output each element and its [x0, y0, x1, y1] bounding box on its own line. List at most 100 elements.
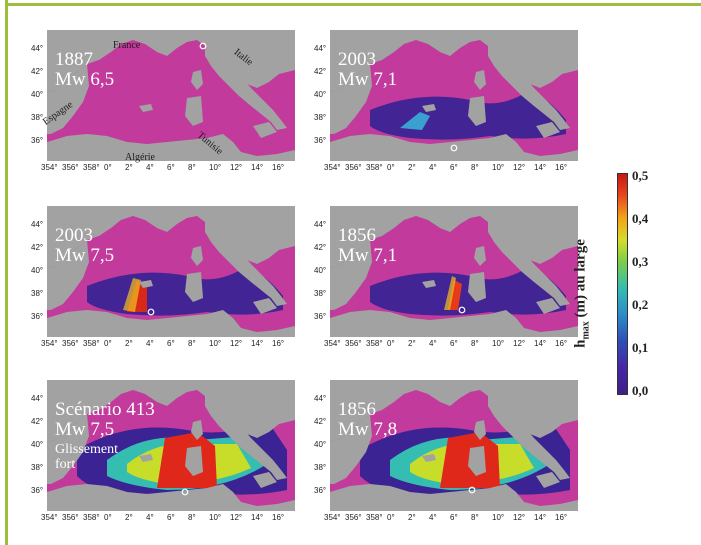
latitude-tick: 40°	[314, 90, 327, 99]
panel-event-label: 1887	[55, 49, 93, 70]
longitude-tick: 4°	[146, 163, 154, 172]
longitude-tick: 0°	[387, 513, 395, 522]
latitude-tick: 44°	[31, 44, 44, 53]
longitude-tick: 6°	[450, 163, 458, 172]
longitude-tick: 2°	[408, 513, 416, 522]
panel-title: 2003 Mw 7,1	[338, 50, 397, 90]
colorbar-tick: 0,1	[632, 340, 649, 355]
latitude-tick: 40°	[31, 266, 44, 275]
longitude-tick: 2°	[125, 163, 133, 172]
longitude-tick: 0°	[104, 513, 112, 522]
longitude-tick: 14°	[251, 163, 264, 172]
latitude-tick: 42°	[31, 243, 44, 252]
longitude-tick: 0°	[104, 163, 112, 172]
longitude-tick: 12°	[230, 513, 243, 522]
longitude-tick: 10°	[492, 163, 505, 172]
longitude-tick: 356°	[345, 339, 362, 348]
longitude-tick: 356°	[62, 339, 79, 348]
longitude-tick: 10°	[209, 163, 222, 172]
longitude-tick: 12°	[513, 513, 526, 522]
longitude-tick: 356°	[62, 163, 79, 172]
longitude-tick: 14°	[251, 513, 264, 522]
longitude-tick: 8°	[188, 513, 196, 522]
panel-title: 1856 Mw 7,8	[338, 400, 397, 440]
panel-magnitude-label: Mw 7,8	[338, 419, 398, 440]
longitude-tick: 354°	[41, 513, 58, 522]
country-label-algerie: Algérie	[125, 152, 155, 163]
longitude-tick: 0°	[387, 339, 395, 348]
longitude-tick: 356°	[345, 513, 362, 522]
map-image	[47, 206, 295, 337]
longitude-tick: 0°	[104, 339, 112, 348]
map-panel: 1856 Mw 7,1 44° 42° 40° 38° 36° 354° 356° 358° 0° 2…	[314, 206, 578, 348]
latitude-tick: 38°	[314, 463, 327, 472]
latitude-tick: 36°	[314, 486, 327, 495]
longitude-tick: 354°	[324, 513, 341, 522]
longitude-tick: 16°	[272, 163, 285, 172]
latitude-tick: 38°	[31, 289, 44, 298]
longitude-tick: 16°	[555, 339, 568, 348]
longitude-tick: 4°	[146, 339, 154, 348]
longitude-tick: 356°	[345, 163, 362, 172]
longitude-tick: 358°	[83, 339, 100, 348]
latitude-tick: 38°	[31, 113, 44, 122]
longitude-tick: 354°	[324, 163, 341, 172]
panel-event-label: Scénario 413	[55, 399, 155, 420]
panel-event-label: 1856	[338, 225, 376, 246]
longitude-tick: 8°	[471, 163, 479, 172]
longitude-tick: 16°	[555, 513, 568, 522]
map-panel: 2003 Mw 7,1 44° 42° 40° 38° 36° 354° 356° 358° 0° 2…	[314, 30, 578, 172]
panel-magnitude-label: Mw 6,5	[55, 69, 115, 90]
longitude-tick: 10°	[492, 513, 505, 522]
map-panel: 2003 Mw 7,5 44° 42° 40° 38° 36° 354° 356° 358° 0° 2…	[31, 206, 295, 348]
latitude-tick: 44°	[31, 394, 44, 403]
latitude-tick: 36°	[31, 312, 44, 321]
latitude-tick: 42°	[314, 67, 327, 76]
latitude-tick: 44°	[314, 44, 327, 53]
longitude-tick: 358°	[366, 163, 383, 172]
latitude-tick: 38°	[31, 463, 44, 472]
longitude-tick: 358°	[366, 513, 383, 522]
panel-magnitude-label: Mw 7,5	[55, 245, 115, 266]
longitude-tick: 358°	[83, 163, 100, 172]
longitude-tick: 12°	[513, 163, 526, 172]
latitude-tick: 38°	[314, 113, 327, 122]
longitude-tick: 6°	[450, 513, 458, 522]
longitude-tick: 6°	[167, 339, 175, 348]
country-label-france: France	[113, 40, 141, 51]
longitude-tick: 4°	[429, 513, 437, 522]
longitude-tick: 354°	[41, 339, 58, 348]
longitude-tick: 4°	[429, 163, 437, 172]
latitude-tick: 36°	[314, 136, 327, 145]
longitude-tick: 12°	[230, 163, 243, 172]
panel-event-label: 2003	[338, 49, 376, 70]
map-image	[47, 380, 295, 511]
longitude-tick: 8°	[188, 339, 196, 348]
longitude-tick: 4°	[146, 513, 154, 522]
map-image	[47, 30, 295, 161]
latitude-tick: 42°	[314, 417, 327, 426]
longitude-tick: 358°	[366, 339, 383, 348]
longitude-tick: 356°	[62, 513, 79, 522]
longitude-tick: 8°	[471, 339, 479, 348]
colorbar-tick: 0,3	[632, 254, 649, 269]
latitude-tick: 40°	[314, 440, 327, 449]
colorbar-title: hmax (m) au large	[572, 239, 592, 348]
colorbar-tick: 0,4	[632, 211, 649, 226]
latitude-tick: 40°	[31, 90, 44, 99]
latitude-tick: 44°	[314, 220, 327, 229]
frame-border-top	[5, 3, 701, 6]
panel-magnitude-label: Mw 7,1	[338, 245, 398, 266]
panel-title: Scénario 413 Mw 7,5	[55, 400, 155, 440]
longitude-tick: 6°	[167, 513, 175, 522]
longitude-tick: 2°	[125, 513, 133, 522]
latitude-tick: 40°	[314, 266, 327, 275]
longitude-tick: 14°	[534, 163, 547, 172]
latitude-tick: 42°	[314, 243, 327, 252]
map-image	[330, 30, 578, 161]
panel-title: 2003 Mw 7,5	[55, 226, 114, 266]
panel-title: 1856 Mw 7,1	[338, 226, 397, 266]
colorbar-tick: 0,0	[632, 383, 649, 398]
panel-magnitude-label: Mw 7,5	[55, 419, 115, 440]
map-panel: 1856 Mw 7,8 44° 42° 40° 38° 36° 354° 356° 358° 0° 2…	[314, 380, 578, 522]
